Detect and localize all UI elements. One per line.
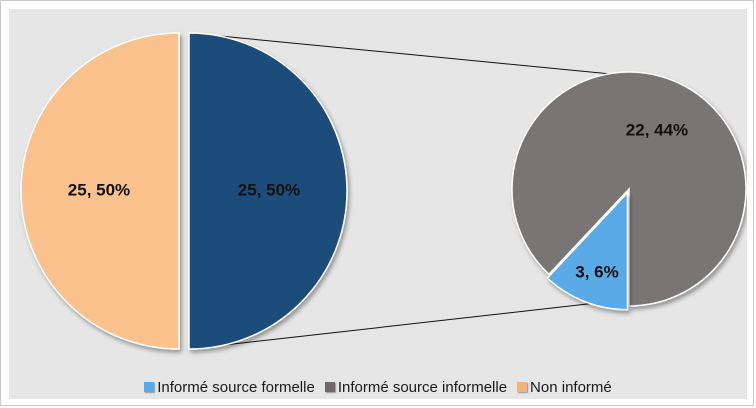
connector-line-bottom [188,301,606,350]
pie-of-pie-chart: 25, 50% 25, 50% 22, 44% 3, 6% [20,32,747,350]
label-non-informe: 25, 50% [68,180,130,199]
legend: Informé source formelle Informé source in… [9,375,747,399]
legend-swatch [517,382,528,392]
label-informe: 25, 50% [238,180,300,199]
slice-non-informe [20,32,180,350]
label-source-informelle: 22, 44% [626,120,688,139]
legend-entry: Informé source informelle [324,378,508,396]
legend-swatch [144,382,155,392]
connector-lines [188,32,612,350]
slice-source-formelle [546,190,629,311]
legend-entry: Non informé [517,379,612,396]
legend-label: Informé source informelle [337,378,508,396]
slice-informe [188,32,348,350]
plot-area: 25, 50% 25, 50% 22, 44% 3, 6% Informé sourc… [9,9,747,399]
connector-line-top [188,32,612,75]
legend-label: Informé source formelle [157,378,315,396]
legend-swatch [324,382,335,392]
secondary-pie [511,71,747,311]
legend-label: Non informé [530,378,612,396]
slice-source-informelle [511,71,747,307]
data-labels: 25, 50% 25, 50% 22, 44% 3, 6% [68,120,688,281]
legend-entry: Informé source formelle [144,379,315,396]
main-pie [20,32,348,350]
label-source-formelle: 3, 6% [575,262,618,281]
